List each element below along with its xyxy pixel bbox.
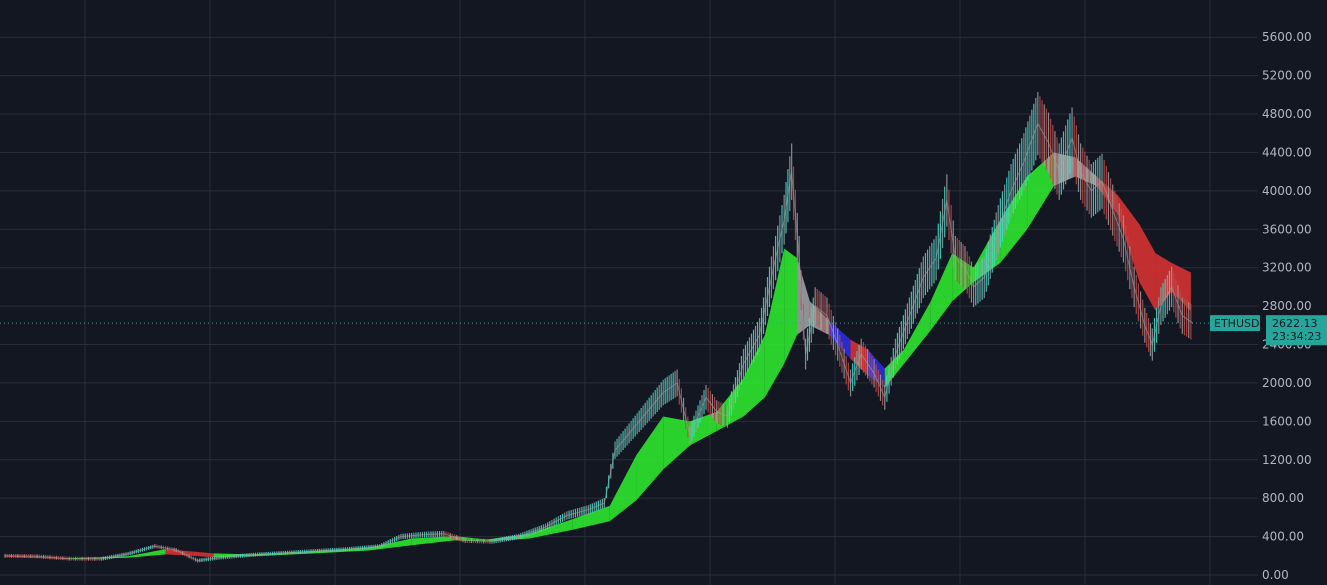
y-tick-label: 4800.00 — [1262, 107, 1312, 121]
ribbon-segment — [904, 301, 931, 364]
ribbon-segment — [1171, 262, 1191, 311]
y-tick-label: 3200.00 — [1262, 261, 1312, 275]
ribbon-segment — [1000, 176, 1028, 263]
y-tick-label: 5600.00 — [1262, 30, 1312, 44]
ribbon-segment — [411, 536, 455, 546]
symbol-tag: ETHUSD — [1210, 315, 1260, 332]
y-tick-label: 4000.00 — [1262, 184, 1312, 198]
ribbon-segment — [572, 505, 610, 530]
y-tick-label: 1200.00 — [1262, 453, 1312, 467]
ribbon-segment — [192, 551, 214, 558]
price-line — [4, 122, 1194, 562]
y-tick-label: 1600.00 — [1262, 414, 1312, 428]
last-price-label: 2622.13 — [1272, 317, 1318, 330]
ribbon-segment — [1027, 152, 1054, 230]
y-tick-label: 0.00 — [1262, 568, 1289, 582]
y-tick-label: 400.00 — [1262, 530, 1304, 544]
y-tick-label: 5200.00 — [1262, 69, 1312, 83]
ribbon-segment — [784, 248, 797, 364]
y-tick-label: 4400.00 — [1262, 145, 1312, 159]
ribbon-segment — [1139, 224, 1156, 311]
ribbon-segment — [743, 334, 765, 417]
ribbon-segment — [609, 454, 637, 522]
last-price-tag: 2622.13 23:34:23 — [1266, 315, 1327, 346]
countdown-label: 23:34:23 — [1272, 330, 1321, 343]
y-tick-label: 2000.00 — [1262, 376, 1312, 390]
ribbon-segment — [764, 248, 785, 398]
ribbon-segment — [663, 416, 690, 470]
ribbon-segment — [128, 549, 166, 558]
y-tick-label: 3600.00 — [1262, 222, 1312, 236]
ribbon-segment — [930, 253, 953, 331]
ribbon-segment — [636, 416, 664, 501]
y-tick-label: 800.00 — [1262, 491, 1304, 505]
price-bars-layer — [4, 92, 1194, 563]
grid-layer — [0, 0, 1258, 585]
ribbon-segment — [529, 519, 573, 539]
y-tick-label: 2800.00 — [1262, 299, 1312, 313]
symbol-label: ETHUSD — [1214, 317, 1259, 330]
